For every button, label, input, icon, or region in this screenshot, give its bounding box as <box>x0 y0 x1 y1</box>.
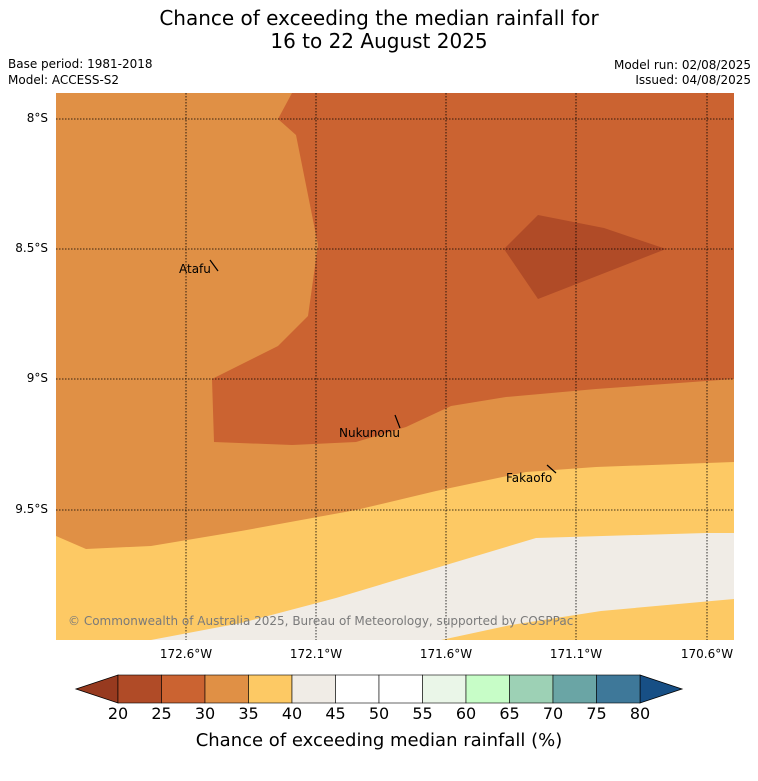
colorbar-cell <box>291 674 336 704</box>
colorbar-cell <box>248 674 293 704</box>
colorbar-tick-label: 45 <box>325 704 346 723</box>
colorbar-tick-label: 50 <box>368 704 390 723</box>
chart-title-line2: 16 to 22 August 2025 <box>270 29 488 53</box>
base-period-text: Base period: 1981-2018 <box>8 57 153 71</box>
colorbar <box>0 672 758 712</box>
colorbar-tick-label: 80 <box>629 704 651 723</box>
colorbar-svg <box>74 674 684 704</box>
lat-label-8s: 8°S <box>26 111 48 125</box>
lat-label-9-5s: 9.5°S <box>15 502 48 516</box>
colorbar-tick-label: 55 <box>412 704 433 723</box>
lon-label-172-6w: 172.6°W <box>159 647 213 661</box>
lon-label-171-6w: 171.6°W <box>419 647 473 661</box>
place-label-atafu: Atafu <box>179 262 211 276</box>
place-label-fakaofo: Fakaofo <box>506 471 553 485</box>
colorbar-tick-label: 25 <box>151 704 172 723</box>
model-run-text: Model run: 02/08/2025 <box>613 58 751 72</box>
model-text: Model: ACCESS-S2 <box>8 73 120 87</box>
place-label-nukunonu: Nukunonu <box>339 426 400 440</box>
colorbar-tick-label: 60 <box>455 704 477 723</box>
colorbar-label: Chance of exceeding median rainfall (%) <box>195 730 563 751</box>
colorbar-tick-label: 65 <box>499 704 520 723</box>
map-svg <box>56 93 734 640</box>
colorbar-tick-label: 70 <box>542 704 564 723</box>
issued-text: Issued: 04/08/2025 <box>635 73 751 87</box>
copyright-credit: © Commonwealth of Australia 2025, Bureau… <box>68 614 574 628</box>
lon-label-170-6w: 170.6°W <box>680 647 734 661</box>
colorbar-cell <box>204 674 249 704</box>
colorbar-low-extend <box>74 674 119 704</box>
colorbar-high-extend <box>639 674 684 704</box>
colorbar-cell <box>509 674 554 704</box>
region-25-30 <box>212 93 734 445</box>
rainfall-map: Atafu Nukunonu Fakaofo © Commonwealth of… <box>56 93 734 640</box>
colorbar-cell <box>465 674 510 704</box>
chart-title-line1: Chance of exceeding the median rainfall … <box>159 6 599 30</box>
lon-label-172-1w: 172.1°W <box>289 647 343 661</box>
atafu-marker <box>209 259 219 272</box>
lon-label-171-1w: 171.1°W <box>549 647 603 661</box>
region-40-45 <box>151 533 734 640</box>
colorbar-tick-label: 40 <box>281 704 303 723</box>
lat-label-8-5s: 8.5°S <box>15 241 48 255</box>
gridlines <box>56 93 734 640</box>
colorbar-tick-label: 30 <box>194 704 216 723</box>
nukunonu-marker <box>394 414 401 429</box>
region-20-25 <box>504 215 666 299</box>
colorbar-tick-label: 75 <box>586 704 607 723</box>
colorbar-tick-label: 35 <box>238 704 259 723</box>
lat-label-9s: 9°S <box>26 371 48 385</box>
fakaofo-marker <box>546 464 557 474</box>
colorbar-tick-label: 20 <box>107 704 129 723</box>
colorbar-cell <box>596 674 641 704</box>
colorbar-cell <box>117 674 162 704</box>
colorbar-cell <box>552 674 597 704</box>
colorbar-cell <box>161 674 206 704</box>
colorbar-cell <box>378 674 423 704</box>
colorbar-cell <box>422 674 467 704</box>
colorbar-cell <box>335 674 380 704</box>
